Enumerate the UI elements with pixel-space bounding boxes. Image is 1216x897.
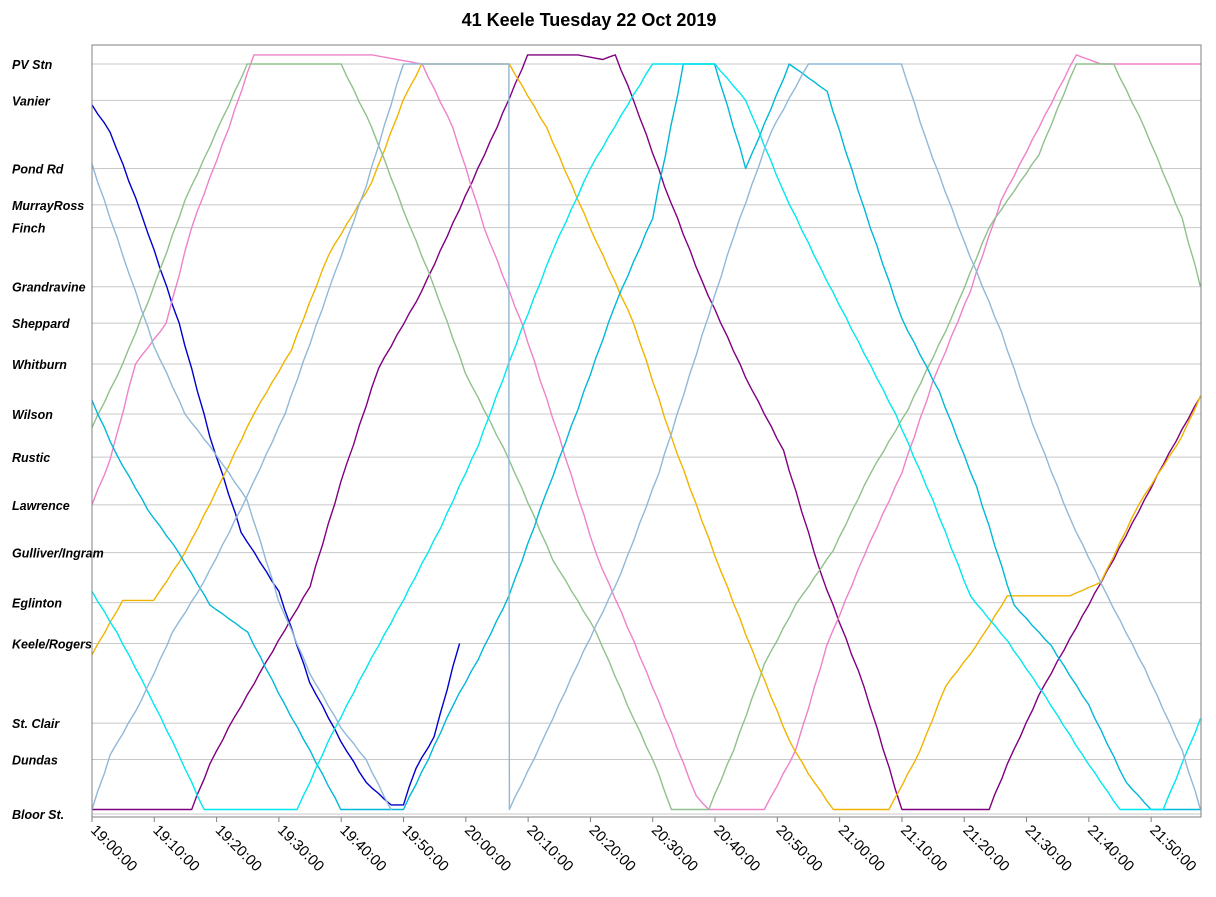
x-tick-label: 21:00:00 — [835, 822, 888, 875]
vehicle-trace — [91, 63, 1202, 811]
vehicle-trace — [91, 63, 1202, 811]
stop-label: PV Stn — [12, 58, 53, 72]
x-tick-label: 20:00:00 — [461, 822, 514, 875]
stop-label: Eglinton — [12, 597, 62, 611]
stop-label: Pond Rd — [12, 163, 64, 177]
vehicle-trace — [91, 104, 461, 806]
x-tick-label: 21:30:00 — [1022, 822, 1075, 875]
vehicle-trace — [91, 63, 1202, 811]
stop-label: Keele/Rogers — [12, 638, 92, 652]
stop-label: MurrayRoss — [12, 199, 84, 213]
stop-label: Vanier — [12, 94, 51, 108]
stop-label: Finch — [12, 222, 46, 236]
x-tick-label: 20:20:00 — [586, 822, 639, 875]
vehicle-traces — [91, 54, 1202, 811]
gridlines — [92, 63, 1201, 815]
x-tick-label: 21:40:00 — [1084, 822, 1137, 875]
vehicle-trace — [92, 54, 1202, 811]
x-tick-label: 19:20:00 — [212, 822, 265, 875]
stop-label: Sheppard — [12, 317, 70, 331]
stop-label: Gulliver/Ingram — [12, 547, 104, 561]
x-tick-label: 19:10:00 — [149, 822, 202, 875]
x-tick-label: 19:40:00 — [336, 822, 389, 875]
x-tick-label: 20:40:00 — [710, 822, 763, 875]
chart-title: 41 Keele Tuesday 22 Oct 2019 — [462, 10, 717, 30]
x-tick-label: 20:10:00 — [523, 822, 576, 875]
vehicle-trace — [91, 163, 392, 811]
x-tick-label: 19:30:00 — [274, 822, 327, 875]
x-tick-label: 20:50:00 — [773, 822, 826, 875]
stop-label: Whitburn — [12, 358, 67, 372]
vehicle-trace — [91, 63, 1202, 811]
x-tick-label: 21:10:00 — [897, 822, 950, 875]
stop-label: Lawrence — [12, 499, 70, 513]
vehicle-trace — [91, 63, 1201, 811]
x-tick-label: 20:30:00 — [648, 822, 701, 875]
stop-label: Wilson — [12, 408, 53, 422]
stop-label: Bloor St. — [12, 808, 64, 822]
stop-label: Dundas — [12, 753, 58, 767]
stop-label: Grandravine — [12, 281, 86, 295]
plot-frame — [91, 44, 1202, 818]
x-tick-label: 19:50:00 — [399, 822, 452, 875]
stop-labels: PV Stn Vanier Pond Rd MurrayRoss Finch Grandr… — [12, 58, 104, 822]
x-tick-label: 19:00:00 — [87, 822, 140, 875]
stop-label: St. Clair — [12, 717, 60, 731]
vehicle-trace — [91, 54, 1201, 811]
time-axis-labels: 19:00:00 19:10:00 19:20:00 19:30:00 19:40:00… — [87, 817, 1200, 875]
x-tick-label: 21:20:00 — [959, 822, 1012, 875]
stop-label: Rustic — [12, 451, 50, 465]
x-tick-label: 21:50:00 — [1146, 822, 1199, 875]
